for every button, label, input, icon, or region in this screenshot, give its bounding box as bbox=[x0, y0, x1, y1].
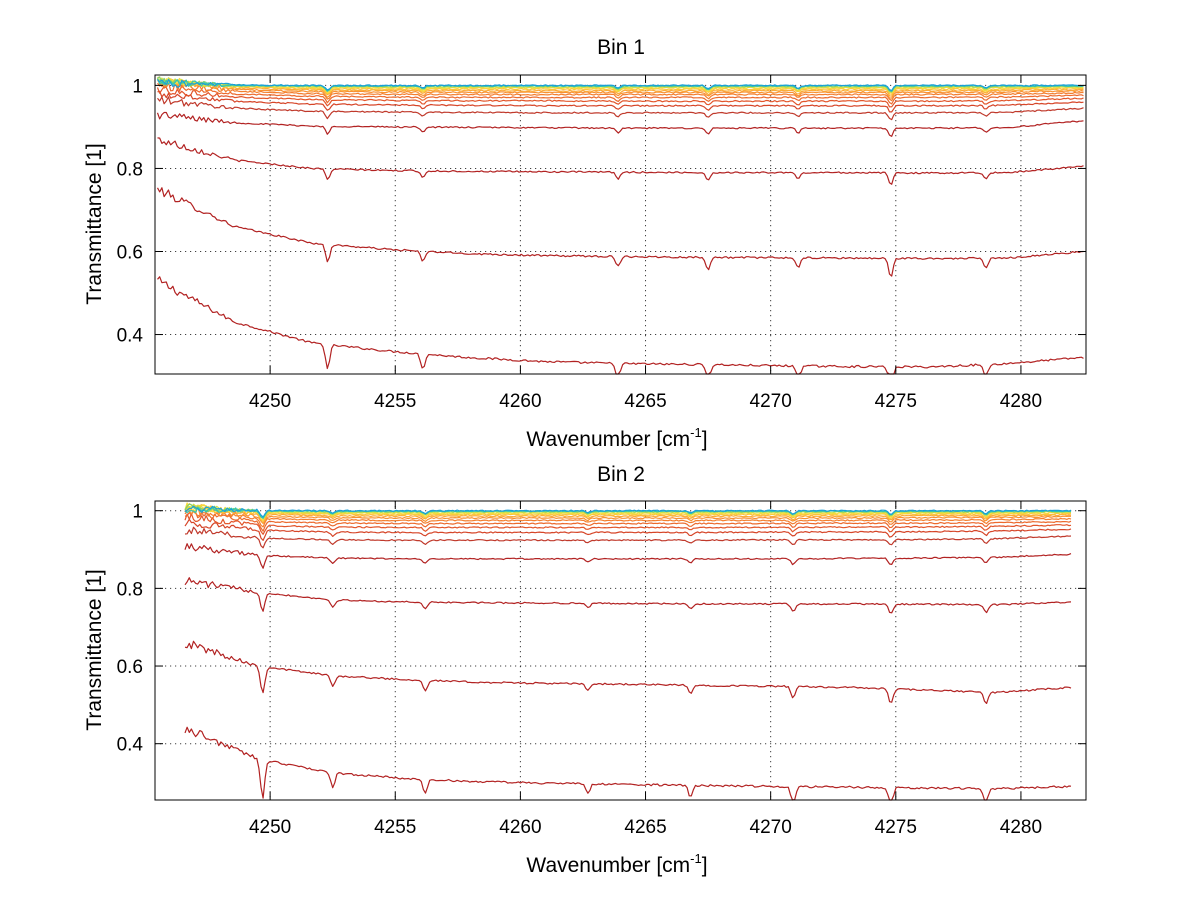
chart-bin-2: Bin 2 4250 4255 4260 4265 4270 4275 4280 0.40.… bbox=[83, 463, 1087, 877]
series-line bbox=[157, 81, 1084, 105]
x-tick-label: 4270 bbox=[750, 391, 792, 412]
x-axis-label-end: ] bbox=[702, 428, 708, 451]
x-tick-label: 4265 bbox=[624, 817, 666, 838]
x-tick-label: 4260 bbox=[499, 817, 541, 838]
x-axis-label-superscript: -1 bbox=[690, 425, 702, 440]
plot-frame bbox=[154, 500, 1087, 801]
series-line bbox=[184, 503, 1072, 520]
y-tick-label: 0.8 bbox=[117, 579, 143, 600]
series-line bbox=[184, 518, 1072, 541]
x-axis-label-text: Wavenumber [cm bbox=[526, 428, 690, 451]
series-line bbox=[184, 509, 1072, 532]
y-tick-label: 0.6 bbox=[117, 242, 143, 263]
x-axis-label-text: Wavenumber [cm bbox=[526, 854, 690, 877]
x-axis-label: Wavenumber [cm-1] bbox=[526, 851, 707, 877]
series-line bbox=[157, 77, 1084, 97]
y-tick-label: 1 bbox=[132, 76, 143, 97]
series-line bbox=[156, 187, 1084, 277]
series-line bbox=[156, 86, 1084, 108]
y-tick-label: 0.4 bbox=[117, 735, 144, 756]
chart-title: Bin 2 bbox=[597, 463, 645, 486]
series-line bbox=[157, 276, 1084, 375]
tick-marks bbox=[155, 501, 1086, 800]
x-tick-label: 4250 bbox=[249, 391, 291, 412]
series-group bbox=[184, 502, 1072, 801]
series-line bbox=[184, 640, 1072, 704]
y-tick-label: 0.4 bbox=[117, 326, 144, 347]
series-line bbox=[157, 137, 1084, 185]
series-line bbox=[156, 78, 1084, 99]
x-tick-label: 4280 bbox=[1000, 817, 1042, 838]
x-axis-label-superscript: -1 bbox=[690, 851, 702, 866]
x-tick-label: 4280 bbox=[1000, 391, 1042, 412]
y-tick-label: 0.6 bbox=[117, 657, 143, 678]
tick-marks bbox=[155, 75, 1086, 374]
series-line bbox=[184, 505, 1072, 525]
x-tick-label: 4250 bbox=[249, 817, 291, 838]
x-tick-label: 4270 bbox=[750, 817, 792, 838]
y-tick-labels: 0.4 0.6 0.8 1 bbox=[117, 76, 144, 346]
series-line bbox=[184, 526, 1072, 549]
y-axis-label: Transmittance [1] bbox=[83, 569, 106, 730]
chart-bin-1: Bin 1 4250 4255 4260 4265 4270 4275 4280 0.40.… bbox=[83, 36, 1087, 451]
y-tick-label: 1 bbox=[132, 502, 143, 523]
x-tick-labels: 4250 4255 4260 4265 4270 4275 4280 bbox=[249, 817, 1042, 838]
x-tick-label: 4265 bbox=[624, 391, 666, 412]
series-line bbox=[184, 726, 1072, 801]
y-tick-labels: 0.4 0.6 0.8 1 bbox=[117, 502, 144, 756]
x-tick-label: 4255 bbox=[374, 817, 416, 838]
y-axis-label: Transmittance [1] bbox=[83, 143, 106, 304]
series-line bbox=[184, 543, 1072, 569]
x-tick-labels: 4250 4255 4260 4265 4270 4275 4280 bbox=[249, 391, 1042, 412]
series-line bbox=[184, 513, 1072, 535]
x-tick-label: 4255 bbox=[374, 391, 416, 412]
x-tick-label: 4275 bbox=[875, 817, 917, 838]
plot-frame bbox=[154, 74, 1087, 375]
series-line bbox=[157, 78, 1084, 92]
x-axis-label: Wavenumber [cm-1] bbox=[526, 425, 707, 451]
y-tick-label: 0.8 bbox=[117, 159, 143, 180]
x-axis-label-end: ] bbox=[702, 854, 708, 877]
series-line bbox=[184, 507, 1072, 528]
series-line bbox=[184, 577, 1072, 614]
series-line bbox=[157, 77, 1084, 93]
x-tick-label: 4260 bbox=[499, 391, 541, 412]
grid-lines bbox=[155, 501, 1086, 800]
x-tick-label: 4275 bbox=[875, 391, 917, 412]
series-line bbox=[184, 504, 1072, 524]
series-line bbox=[157, 79, 1084, 102]
series-line bbox=[157, 90, 1084, 113]
chart-title: Bin 1 bbox=[597, 36, 645, 59]
series-line bbox=[157, 96, 1084, 121]
series-line bbox=[184, 505, 1072, 518]
series-group bbox=[156, 76, 1084, 375]
grid-lines bbox=[155, 75, 1086, 374]
series-line bbox=[156, 111, 1084, 137]
